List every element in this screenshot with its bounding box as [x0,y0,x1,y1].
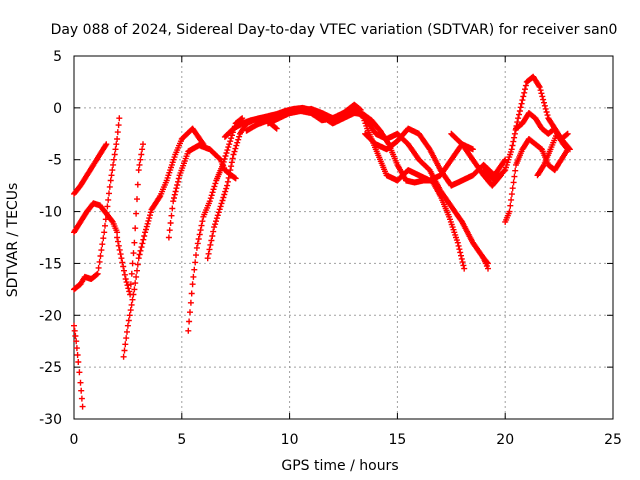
x-tick-label: 15 [388,432,406,448]
data-point-marks [165,142,239,241]
y-tick-label: -15 [39,256,62,272]
series-track-13 [362,125,509,189]
data-point-marks [265,101,476,184]
x-axis-label: GPS time / hours [281,458,398,474]
x-tick-label: 20 [496,432,514,448]
series-track-6 [120,125,207,360]
x-tick-label: 0 [70,432,79,448]
series-track-19 [534,130,571,179]
series-track-1 [71,322,86,410]
data-point-marks [362,125,509,189]
data-point-marks [480,255,491,272]
data-marks [71,73,573,410]
chart-title: Day 088 of 2024, Sidereal Day-to-day VTE… [51,22,618,38]
data-point-marks [120,125,207,360]
series-track-8 [185,115,246,334]
x-tick-label: 5 [177,432,186,448]
series-track-18 [480,255,491,272]
series-track-10 [221,104,468,272]
series-track-9 [204,115,280,262]
data-point-marks [204,115,280,262]
y-tick-label: -10 [39,205,62,221]
data-point-marks [221,104,468,272]
y-tick-label: 0 [53,101,62,117]
series-track-12 [265,101,476,184]
x-tick-label: 25 [604,432,622,448]
x-tick-label: 10 [281,432,299,448]
y-axis-label: SDTVAR / TECUs [5,183,21,298]
y-tick-label: -25 [39,360,62,376]
plot-area [73,55,614,420]
data-point-marks [71,141,110,197]
series-track-7 [165,142,239,241]
data-point-marks [114,141,146,298]
data-point-marks [534,130,571,179]
ticks [73,55,614,420]
y-tick-label: -30 [39,412,62,428]
data-point-marks [71,322,86,410]
data-point-marks [71,115,123,293]
data-point-marks [185,115,246,334]
grid [74,56,613,419]
series-track-2 [71,141,110,197]
data-point-marks [71,200,121,236]
y-tick-label: 5 [53,49,62,65]
y-tick-label: -20 [39,308,62,324]
series-track-4 [71,115,123,293]
series-track-5 [114,141,146,298]
tick-labels: 0 5 10 15 20 25 -30 -25 -20 -15 -10 -5 0 5 [39,49,622,448]
series-track-3 [71,200,121,236]
y-tick-label: -5 [48,153,62,169]
